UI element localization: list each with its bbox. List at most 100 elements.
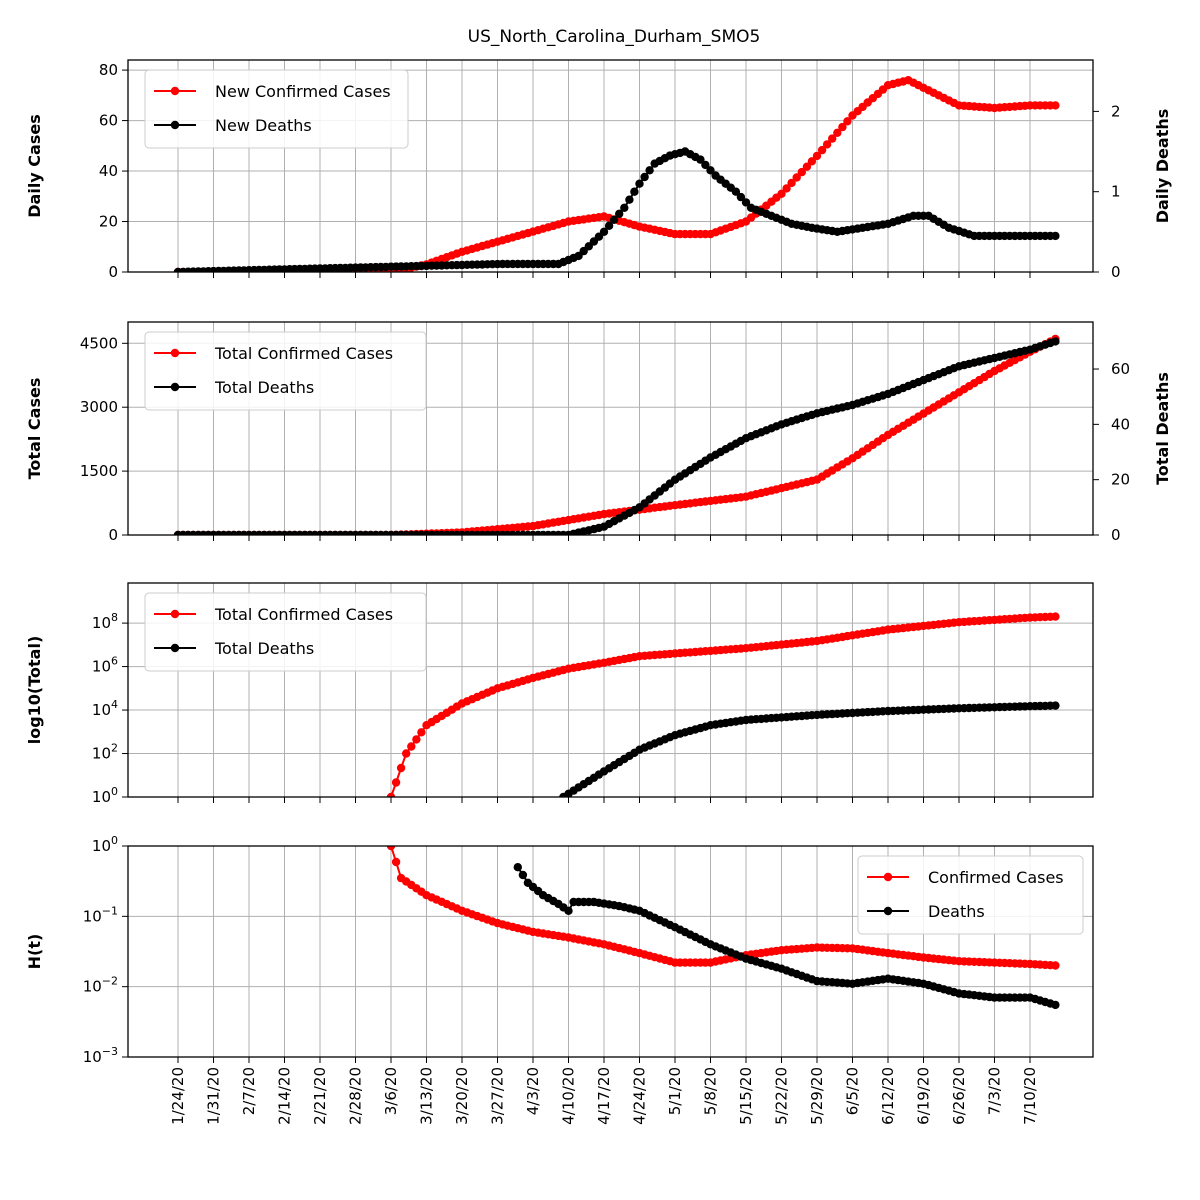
- data-point: [609, 215, 619, 224]
- legend-marker: [170, 120, 180, 130]
- panel-4: 10−3 10−2 10−1 100 H(t) Confirmed Cases Deaths: [25, 834, 1094, 1066]
- x-tick-label: 1/24/20: [169, 1067, 187, 1125]
- y-tick-label: 102: [92, 742, 118, 763]
- series-deaths: [513, 863, 1060, 1010]
- data-point: [417, 728, 426, 737]
- y-axis-label: log10(Total): [25, 636, 44, 745]
- data-point: [513, 863, 522, 872]
- legend-box: [144, 592, 427, 672]
- x-tick-label: 2/14/20: [276, 1067, 294, 1125]
- data-point: [802, 162, 812, 171]
- data-point: [640, 172, 649, 182]
- axes-frame: [127, 582, 1094, 798]
- data-point: [386, 846, 396, 851]
- data-point: [599, 227, 609, 236]
- data-point: [391, 857, 401, 867]
- x-tick-label: 5/8/20: [702, 1067, 720, 1115]
- x-tick-label: 5/1/20: [666, 1067, 684, 1115]
- y-tick-label: 20: [99, 213, 118, 231]
- y-tick-label: 100: [92, 834, 118, 855]
- data-point: [736, 192, 746, 202]
- data-point: [701, 160, 710, 170]
- data-point: [1051, 961, 1060, 970]
- legend-label: Total Confirmed Cases: [214, 344, 393, 363]
- y-tick-label: 108: [92, 611, 118, 632]
- data-point: [797, 167, 806, 177]
- legend-label: New Deaths: [215, 116, 312, 135]
- data-point: [1051, 1000, 1060, 1010]
- legend-marker: [883, 906, 893, 916]
- series-total-deaths: [173, 337, 1060, 535]
- y-tick-label: 4500: [80, 334, 118, 352]
- shared-x-axis: 1/24/20 1/31/20 2/7/20 2/14/20 2/21/20 2/28/2…: [169, 1067, 1039, 1125]
- data-point: [391, 778, 401, 787]
- x-tick-label: 3/27/20: [489, 1067, 507, 1125]
- data-point: [838, 122, 847, 132]
- y-tick-label: 40: [99, 162, 118, 180]
- data-point: [635, 179, 644, 188]
- data-point: [620, 203, 629, 212]
- data-point: [625, 195, 634, 204]
- axes-frame: [127, 321, 1094, 536]
- data-point: [407, 742, 416, 751]
- data-point: [731, 187, 741, 196]
- legend-label: New Confirmed Cases: [215, 82, 391, 101]
- y2-axis-label: Daily Deaths: [1153, 109, 1172, 224]
- legend-marker: [170, 86, 180, 96]
- x-tick-label: 5/29/20: [808, 1067, 826, 1125]
- y2-tick-label: 2: [1111, 102, 1121, 120]
- data-point: [807, 157, 817, 166]
- x-tick-label: 6/5/20: [844, 1067, 862, 1115]
- y2-tick-label: 1: [1111, 183, 1121, 201]
- data-point: [833, 128, 842, 137]
- x-tick-label: 5/15/20: [737, 1067, 755, 1125]
- legend-label: Total Deaths: [214, 378, 314, 397]
- x-tick-label: 7/10/20: [1021, 1067, 1039, 1125]
- data-point: [1051, 101, 1060, 110]
- panel-2: 0 1500 3000 4500 0 20 40 60 Total Cases Total Dea…: [25, 321, 1172, 544]
- legend-marker: [883, 872, 893, 882]
- figure-title: US_North_Carolina_Durham_SMO5: [468, 27, 761, 47]
- y-tick-label: 106: [92, 655, 118, 676]
- legend: Total Confirmed Cases Total Deaths: [144, 592, 427, 672]
- x-tick-label: 6/19/20: [915, 1067, 933, 1125]
- y-tick-label: 104: [92, 698, 118, 719]
- y-axis-label: Daily Cases: [25, 114, 44, 217]
- data-point: [396, 763, 406, 773]
- data-point: [777, 189, 786, 198]
- legend-box: [857, 855, 1084, 935]
- data-point: [645, 166, 654, 175]
- y-axis-label: Total Cases: [25, 378, 44, 480]
- x-tick-label: 5/22/20: [773, 1067, 791, 1125]
- legend-marker: [170, 609, 180, 619]
- x-tick-label: 4/17/20: [595, 1067, 613, 1125]
- x-tick-label: 1/31/20: [205, 1067, 223, 1125]
- y2-tick-label: 0: [1111, 263, 1121, 281]
- x-tick-label: 4/24/20: [631, 1067, 649, 1125]
- legend-marker: [170, 643, 180, 653]
- y-tick-label: 100: [92, 785, 118, 806]
- y-tick-label: 3000: [80, 398, 118, 416]
- y2-tick-label: 20: [1111, 471, 1130, 489]
- data-point: [822, 140, 832, 149]
- legend: Confirmed Cases Deaths: [857, 855, 1084, 935]
- data-point: [564, 906, 573, 915]
- y-tick-label: 10−3: [83, 1045, 118, 1066]
- panels: 0 20 40 60 80 0 1 2 Daily Cases Daily Deaths New C…: [25, 59, 1172, 1066]
- data-point: [1051, 612, 1060, 621]
- data-point: [412, 735, 421, 744]
- y-axis-label: H(t): [25, 934, 44, 970]
- data-point: [817, 145, 827, 155]
- x-tick-label: 4/3/20: [524, 1067, 542, 1115]
- legend-label: Total Confirmed Cases: [214, 605, 393, 624]
- data-point: [386, 792, 396, 797]
- series-new-deaths: [173, 147, 1060, 272]
- legend-marker: [170, 348, 180, 358]
- data-point: [1051, 231, 1060, 241]
- data-point: [706, 166, 715, 175]
- x-tick-label: 6/26/20: [950, 1067, 968, 1125]
- data-point: [782, 184, 791, 193]
- x-tick-label: 3/20/20: [453, 1067, 471, 1125]
- x-tick-label: 2/7/20: [240, 1067, 258, 1115]
